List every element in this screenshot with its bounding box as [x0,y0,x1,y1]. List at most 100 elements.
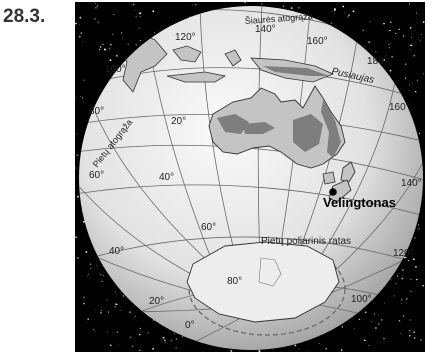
star [386,54,387,56]
star [152,10,155,13]
star [415,91,417,93]
star [75,236,77,238]
star [93,328,95,331]
star [84,299,85,301]
lon-label-180: 180° [367,56,388,67]
star [116,293,118,295]
lon-label-0: 0° [185,320,195,331]
star [413,337,416,339]
star [418,228,420,230]
star [374,313,376,315]
star [116,331,119,333]
star [369,21,371,23]
star [118,344,119,345]
star [83,296,85,298]
star [364,337,366,339]
star [400,332,402,334]
star [135,44,137,46]
star [342,5,345,8]
star [194,4,197,6]
star [419,132,420,134]
star [422,284,424,287]
star [358,318,361,321]
star [416,278,418,281]
star [375,327,377,329]
star [139,16,141,18]
star [135,9,137,11]
land-tasmania [322,171,336,185]
parallel-40 [79,184,423,217]
star [162,336,165,339]
star [408,84,411,86]
star [408,334,411,337]
star [89,263,92,266]
star [101,280,103,282]
star [420,39,422,41]
star [147,332,149,334]
star [75,167,77,169]
label-wellington: Velingtonas [323,195,396,210]
lon-label-80e: 80° [89,106,104,117]
star [87,273,89,275]
star [318,343,320,345]
lon-label-140: 140° [255,24,276,35]
star [82,97,84,99]
star [87,275,89,277]
star [164,339,166,341]
star [341,326,344,328]
star [138,333,141,336]
parallel-60 [82,236,421,265]
lon-label-100w: 100° [351,294,372,305]
star [398,28,400,30]
star [422,21,425,23]
star [77,195,79,198]
star [173,332,175,334]
star [114,306,116,308]
star [115,54,118,57]
star [383,59,386,61]
star [79,16,82,19]
lon-label-120w: 120° [393,248,414,259]
star [413,331,416,334]
mountains-australia [217,100,341,158]
star [154,32,155,34]
star [135,16,137,18]
star [99,49,101,51]
star [90,267,92,269]
star [100,274,102,276]
star [364,339,366,342]
star [80,32,82,34]
star [282,5,285,8]
star [410,44,412,46]
star [340,349,343,351]
star [413,54,416,57]
star [331,10,333,12]
star [164,341,166,344]
mountains-new-guinea [263,66,329,76]
star [402,274,404,276]
star [82,302,85,305]
star [75,97,77,99]
star [76,154,79,157]
star [410,279,412,281]
star [181,336,184,338]
star [402,269,404,271]
star [370,320,372,322]
star [352,10,355,13]
star [114,303,117,306]
star [416,79,419,82]
star [97,21,100,24]
star [95,2,96,4]
star [409,49,411,51]
star [400,298,403,301]
star [409,319,411,321]
globe-map-svg: 120° 140° 160° 180° 160° 140° 120° 100° … [75,2,425,352]
lon-label-100e: 100° [105,64,126,75]
star [102,274,104,276]
star [407,260,409,262]
star [405,63,407,65]
star [402,35,405,37]
lon-label-20: 20° [149,296,164,307]
star [334,9,336,12]
star [130,336,132,338]
